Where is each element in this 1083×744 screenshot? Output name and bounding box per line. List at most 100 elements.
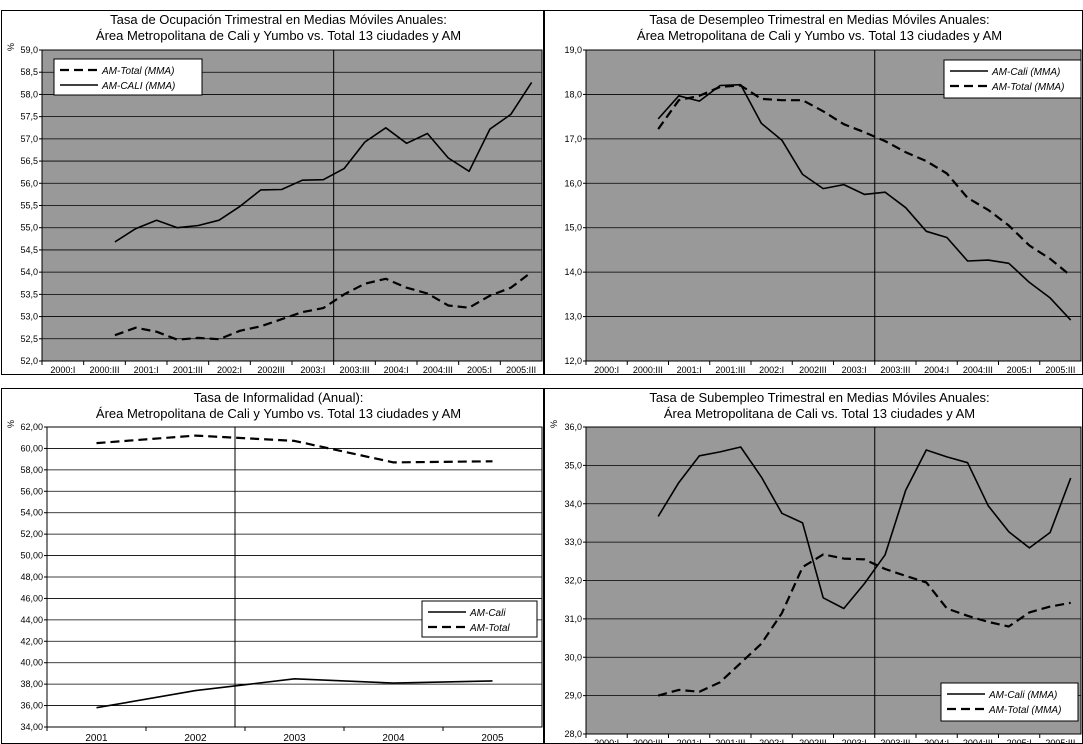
x-tick-label: 2003:I	[842, 365, 867, 375]
y-tick-label: 46,00	[20, 593, 43, 603]
y-tick-label: 36,00	[20, 701, 43, 711]
y-axis-label: %	[6, 420, 16, 428]
series-line	[96, 677, 493, 709]
y-tick-label: 52,5	[20, 334, 38, 344]
y-tick-label: 54,00	[20, 508, 43, 518]
chart-informalidad: Tasa de Informalidad (Anual): Área Metrop…	[1, 388, 544, 744]
x-tick-label: 2000:III	[633, 738, 663, 744]
y-tick-label: 52,0	[20, 356, 38, 366]
y-tick-label: 53,0	[20, 312, 38, 322]
x-tick-label: 2002III	[799, 738, 827, 744]
x-tick-label: 2001:I	[677, 365, 702, 375]
chart-informalidad-svg: Tasa de Informalidad (Anual):Área Metrop…	[6, 390, 543, 744]
x-tick-label: 2003	[283, 733, 306, 744]
y-tick-label: 42,00	[20, 636, 43, 646]
x-tick-label: 2005:I	[467, 365, 492, 375]
y-tick-label: 30,0	[564, 652, 582, 662]
legend-label: AM-Total (MMA)	[988, 705, 1061, 716]
x-tick-label: 2001:I	[134, 365, 159, 375]
chart-title-line: Área Metropolitana de Cali y Yumbo vs. T…	[637, 28, 1002, 43]
y-tick-label: 59,0	[20, 45, 38, 55]
series-line	[657, 84, 1072, 277]
x-tick-label: 2004	[382, 733, 405, 744]
y-tick-label: 44,00	[20, 615, 43, 625]
y-tick-label: 48,00	[20, 572, 43, 582]
y-tick-label: 53,5	[20, 289, 38, 299]
chart-title-line: Tasa de Subempleo Trimestral en Medias M…	[649, 390, 989, 405]
chart-ocupacion-svg: Tasa de Ocupación Trimestral en Medias M…	[6, 12, 543, 375]
x-tick-label: 2004:III	[963, 365, 993, 375]
x-tick-label: 2002III	[799, 365, 827, 375]
x-tick-label: 2003:I	[842, 738, 867, 744]
x-tick-label: 2005:I	[1007, 365, 1032, 375]
y-tick-label: 38,00	[20, 679, 43, 689]
x-tick-label: 2002	[184, 733, 207, 744]
x-tick-label: 2000:III	[89, 365, 119, 375]
y-tick-label: 57,0	[20, 134, 38, 144]
y-tick-label: 55,0	[20, 223, 38, 233]
x-tick-label: 2001:III	[715, 738, 745, 744]
legend-label: AM-Total (MMA)	[101, 66, 174, 77]
chart-title-line: Tasa de Ocupación Trimestral en Medias M…	[110, 12, 447, 27]
x-tick-label: 2004:I	[924, 738, 949, 744]
x-tick-label: 2003:I	[300, 365, 325, 375]
x-tick-label: 2004:III	[963, 738, 993, 744]
x-tick-label: 2000:I	[50, 365, 75, 375]
series-line	[657, 553, 1071, 697]
y-tick-label: 56,5	[20, 156, 38, 166]
y-tick-label: 18,0	[564, 89, 582, 99]
chart-title-line: Tasa de Informalidad (Anual):	[194, 390, 364, 405]
legend-label: AM-Total	[469, 623, 510, 634]
x-tick-label: 2004:I	[924, 365, 949, 375]
y-tick-label: 58,5	[20, 67, 38, 77]
x-tick-label: 2000:III	[633, 365, 663, 375]
legend-box	[53, 58, 203, 96]
y-axis-label: %	[6, 43, 16, 51]
legend-label: AM-CALI (MMA)	[101, 81, 175, 92]
y-tick-label: 55,5	[20, 201, 38, 211]
y-tick-label: 28,0	[564, 729, 582, 739]
y-tick-label: 54,5	[20, 245, 38, 255]
y-tick-label: 15,0	[564, 223, 582, 233]
x-tick-label: 2005:I	[1007, 738, 1032, 744]
y-tick-label: 34,0	[564, 499, 582, 509]
legend-label: AM-Cali (MMA)	[991, 67, 1060, 78]
x-tick-label: 2001:I	[677, 738, 702, 744]
y-tick-label: 56,0	[20, 178, 38, 188]
y-tick-label: 54,0	[20, 267, 38, 277]
x-tick-label: 2002III	[257, 365, 285, 375]
legend-box	[943, 59, 1082, 99]
y-tick-label: 58,0	[20, 89, 38, 99]
x-tick-label: 2001	[85, 733, 108, 744]
y-axis-label: %	[549, 420, 559, 428]
y-tick-label: 56,00	[20, 486, 43, 496]
chart-title-line: Tasa de Desempleo Trimestral en Medias M…	[649, 12, 989, 27]
y-tick-label: 32,0	[564, 576, 582, 586]
y-tick-label: 17,0	[564, 134, 582, 144]
chart-subempleo-svg: Tasa de Subempleo Trimestral en Medias M…	[549, 390, 1082, 744]
y-tick-label: 62,00	[20, 422, 43, 432]
series-line	[114, 81, 533, 243]
x-tick-label: 2005:III	[506, 365, 536, 375]
y-tick-label: 13,0	[564, 312, 582, 322]
chart-ocupacion: Tasa de Ocupación Trimestral en Medias M…	[1, 10, 544, 375]
y-tick-label: 33,0	[564, 537, 582, 547]
y-tick-label: 50,00	[20, 551, 43, 561]
series-line	[657, 446, 1072, 610]
chart-desempleo-svg: Tasa de Desempleo Trimestral en Medias M…	[564, 12, 1082, 375]
y-tick-label: 31,0	[564, 614, 582, 624]
chart-title-line: Área Metropolitana de Cali vs. Total 13 …	[664, 406, 975, 421]
x-tick-label: 2001:III	[715, 365, 745, 375]
legend-label: AM-Cali	[469, 608, 506, 619]
x-tick-label: 2004:III	[423, 365, 453, 375]
x-tick-label: 2002:I	[759, 365, 784, 375]
legend-label: AM-Total (MMA)	[991, 82, 1064, 93]
y-tick-label: 58,00	[20, 465, 43, 475]
y-tick-label: 34,00	[20, 722, 43, 732]
y-tick-label: 14,0	[564, 267, 582, 277]
x-tick-label: 2003:III	[339, 365, 369, 375]
y-tick-label: 57,5	[20, 112, 38, 122]
x-tick-label: 2002:I	[759, 738, 784, 744]
y-tick-label: 52,00	[20, 529, 43, 539]
chart-desempleo: Tasa de Desempleo Trimestral en Medias M…	[544, 10, 1083, 375]
